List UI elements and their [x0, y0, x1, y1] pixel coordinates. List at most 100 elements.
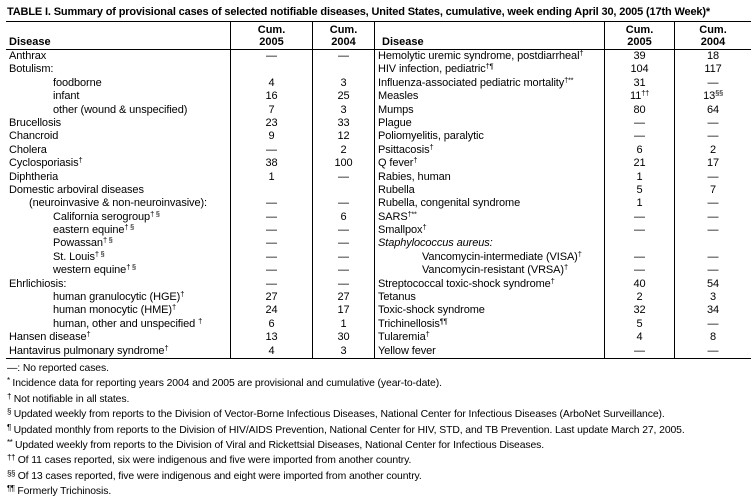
disease-name: Q fever† — [374, 156, 604, 171]
disease-name: Toxic-shock syndrome — [374, 304, 604, 318]
cum-2005-value: — — [230, 237, 312, 251]
cum-2005-value: 38 — [230, 157, 312, 171]
cum-2004-value: — — [674, 344, 751, 358]
col-header-cum-2005-right: Cum. 2005 — [604, 22, 674, 49]
disease-name: (neuroinvasive & non-neuroinvasive): — [29, 197, 207, 210]
footnote: ¶¶ Formerly Trichinosis. — [7, 483, 751, 498]
cum-2004-value: — — [674, 170, 751, 184]
cum-label: Cum. — [625, 24, 654, 36]
footnote-marker: * — [7, 376, 10, 386]
disease-name: Rubella — [374, 183, 604, 198]
disease-name: other (wound & unspecified) — [53, 103, 188, 116]
footnote-text: Not notifiable in all states. — [10, 393, 130, 405]
disease-name: SARS†** — [374, 210, 604, 225]
disease-name: Yellow fever — [374, 344, 604, 358]
footnotes-section: —: No reported cases. * Incidence data fo… — [7, 363, 751, 499]
cum-2004-value: 3 — [312, 344, 374, 358]
col-header-disease-right: Disease — [374, 22, 604, 49]
cum-2004-value: 7 — [674, 183, 751, 198]
cum-2005-value: 2 — [604, 291, 674, 305]
cum-2005-value: 80 — [604, 103, 674, 117]
cum-2005-value: — — [230, 197, 312, 211]
cum-2004-value: 34 — [674, 304, 751, 318]
disease-name: Rabies, human — [374, 170, 604, 184]
cum-2004-value: 6 — [312, 210, 374, 225]
disease-name: Hantavirus pulmonary syndrome† — [9, 343, 169, 357]
footnote-text: Formerly Trichinosis. — [14, 486, 112, 498]
cum-2004-value: — — [312, 264, 374, 278]
cum-2004-value: — — [674, 250, 751, 265]
cum-2005-value: 31 — [604, 76, 674, 91]
cum-2004-value: 54 — [674, 277, 751, 292]
disease-name: Hemolytic uremic syndrome, postdiarrheal… — [374, 49, 604, 64]
disease-header-label: Disease — [382, 36, 424, 48]
cum-2004-value: — — [674, 197, 751, 211]
cum-2004-value: — — [312, 170, 374, 184]
cum-2004-value: — — [674, 210, 751, 225]
cum-2004-value: — — [312, 277, 374, 292]
cum-2004-value: — — [674, 264, 751, 278]
cum-2004-value: 13§§ — [674, 89, 751, 104]
footnote-text: Of 11 cases reported, six were indigenou… — [14, 455, 412, 467]
cum-2004-value: 2 — [674, 143, 751, 158]
disease-name: Vancomycin-intermediate (VISA)† — [374, 250, 604, 265]
footnote: ¶ Updated monthly from reports to the Di… — [7, 422, 751, 437]
cum-2004-value: 64 — [674, 103, 751, 117]
cum-2005-value: 23 — [230, 116, 312, 131]
cum-2005-value: — — [230, 210, 312, 225]
disease-name: Staphylococcus aureus: — [374, 237, 604, 251]
cum-2005-value: 16 — [230, 90, 312, 104]
disease-name: Measles — [374, 90, 604, 104]
footnote-text: Updated monthly from reports to the Divi… — [10, 424, 685, 436]
disease-name: Vancomycin-resistant (VRSA)† — [374, 264, 604, 278]
cum-2004-value: 3 — [312, 103, 374, 117]
cum-2004-value: 33 — [312, 116, 374, 131]
cum-2005-value: — — [604, 130, 674, 144]
cum-2005-value: 27 — [230, 291, 312, 305]
cum-label: Cum. — [699, 24, 727, 36]
disease-name: western equine† § — [53, 262, 136, 277]
footnote: § Updated weekly from reports to the Div… — [7, 406, 751, 421]
cum-2004-value: — — [312, 250, 374, 265]
cum-label: Cum. — [257, 24, 286, 36]
cum-2004-value — [312, 63, 374, 77]
cum-2004-value: 27 — [312, 291, 374, 305]
cum-2005-value: 7 — [230, 103, 312, 117]
disease-header-label: Disease — [9, 36, 51, 48]
col-header-cum-2004-right: Cum. 2004 — [674, 22, 751, 49]
table-body: Anthrax — — Botulism: foodborne 4 3 infant 16 25 o… — [6, 49, 751, 359]
footnote-marker: † — [7, 391, 11, 401]
footnote-text: Of 13 cases reported, five were indigeno… — [14, 470, 422, 482]
year-label: 2004 — [700, 36, 726, 48]
footnote-text: Updated weekly from reports to the Divis… — [12, 440, 545, 452]
footnote-marker: —: — [7, 362, 21, 374]
disease-name: Domestic arboviral diseases — [9, 183, 144, 196]
footnote: † Not notifiable in all states. — [7, 391, 751, 406]
year-label: 2005 — [259, 36, 284, 48]
disease-name: human, other and unspecified † — [53, 316, 202, 330]
cum-2004-value: 8 — [674, 331, 751, 345]
cum-2005-value: — — [604, 116, 674, 131]
table-header-row: Disease Cum. 2005 Cum. 2004 Disease Cum.… — [6, 21, 751, 50]
disease-name: Streptococcal toxic-shock syndrome† — [374, 277, 604, 292]
cum-2004-value — [312, 183, 374, 198]
cum-2005-value: 6 — [604, 143, 674, 158]
cum-2004-value: 25 — [312, 90, 374, 104]
cum-2004-value: 17 — [674, 157, 751, 171]
cum-2005-value — [230, 183, 312, 198]
cum-2004-value: — — [312, 50, 374, 64]
footnote-marker: §§ — [7, 468, 15, 478]
cum-2005-value: 4 — [230, 76, 312, 91]
disease-name: Poliomyelitis, paralytic — [374, 130, 604, 144]
table-title: TABLE I. Summary of provisional cases of… — [7, 6, 711, 18]
cum-2005-value: — — [230, 264, 312, 278]
cum-2004-value: — — [674, 317, 751, 332]
cum-2005-value: — — [230, 250, 312, 265]
cum-2005-value: 5 — [604, 183, 674, 198]
disease-name: Smallpox† — [374, 223, 604, 238]
cum-2005-value: 4 — [604, 331, 674, 345]
cum-2005-value — [230, 63, 312, 77]
disease-name: Hansen disease† — [9, 329, 91, 344]
cum-2004-value: — — [312, 237, 374, 251]
cum-2004-value: 1 — [312, 317, 374, 332]
